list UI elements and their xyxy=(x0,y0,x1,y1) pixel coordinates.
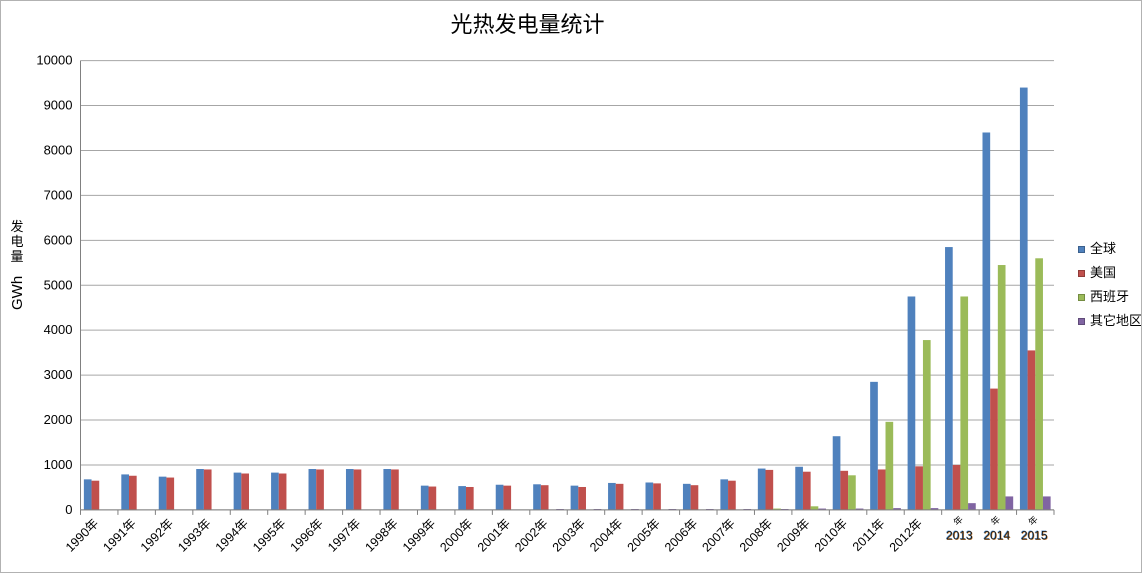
svg-text:1998年: 1998年 xyxy=(362,516,400,554)
svg-text:1992年: 1992年 xyxy=(138,516,176,554)
svg-text:2013: 2013 xyxy=(946,529,973,543)
svg-text:1000: 1000 xyxy=(44,457,73,472)
svg-text:2008年: 2008年 xyxy=(737,516,775,554)
svg-text:1991年: 1991年 xyxy=(100,516,138,554)
svg-text:1999年: 1999年 xyxy=(400,516,438,554)
svg-text:2012年: 2012年 xyxy=(887,516,925,554)
svg-text:5000: 5000 xyxy=(44,277,73,292)
svg-text:10000: 10000 xyxy=(36,53,72,68)
svg-text:1995年: 1995年 xyxy=(250,516,288,554)
svg-text:2000: 2000 xyxy=(44,412,73,427)
svg-text:2011年: 2011年 xyxy=(850,516,888,554)
svg-text:1994年: 1994年 xyxy=(213,516,251,554)
svg-text:1990年: 1990年 xyxy=(63,516,101,554)
svg-text:2014: 2014 xyxy=(983,529,1010,543)
svg-text:9000: 9000 xyxy=(44,98,73,113)
svg-text:年: 年 xyxy=(988,513,1002,527)
svg-text:年: 年 xyxy=(1026,513,1040,527)
svg-text:6000: 6000 xyxy=(44,232,73,247)
svg-text:1996年: 1996年 xyxy=(288,516,326,554)
svg-text:7000: 7000 xyxy=(44,187,73,202)
svg-text:2009年: 2009年 xyxy=(774,516,812,554)
svg-text:8000: 8000 xyxy=(44,142,73,157)
svg-text:1993年: 1993年 xyxy=(175,516,213,554)
svg-text:2015: 2015 xyxy=(1021,529,1048,543)
svg-text:2000年: 2000年 xyxy=(437,516,475,554)
svg-text:2002年: 2002年 xyxy=(512,516,550,554)
svg-text:2006年: 2006年 xyxy=(662,516,700,554)
svg-text:0: 0 xyxy=(65,502,72,517)
svg-text:3000: 3000 xyxy=(44,367,73,382)
svg-text:2007年: 2007年 xyxy=(699,516,737,554)
svg-text:2003年: 2003年 xyxy=(550,516,588,554)
svg-text:2004年: 2004年 xyxy=(587,516,625,554)
svg-text:2001年: 2001年 xyxy=(475,516,513,554)
svg-text:年: 年 xyxy=(951,513,965,527)
svg-text:4000: 4000 xyxy=(44,322,73,337)
svg-text:2010年: 2010年 xyxy=(812,516,850,554)
svg-text:2005年: 2005年 xyxy=(625,516,663,554)
svg-text:1997年: 1997年 xyxy=(325,516,363,554)
